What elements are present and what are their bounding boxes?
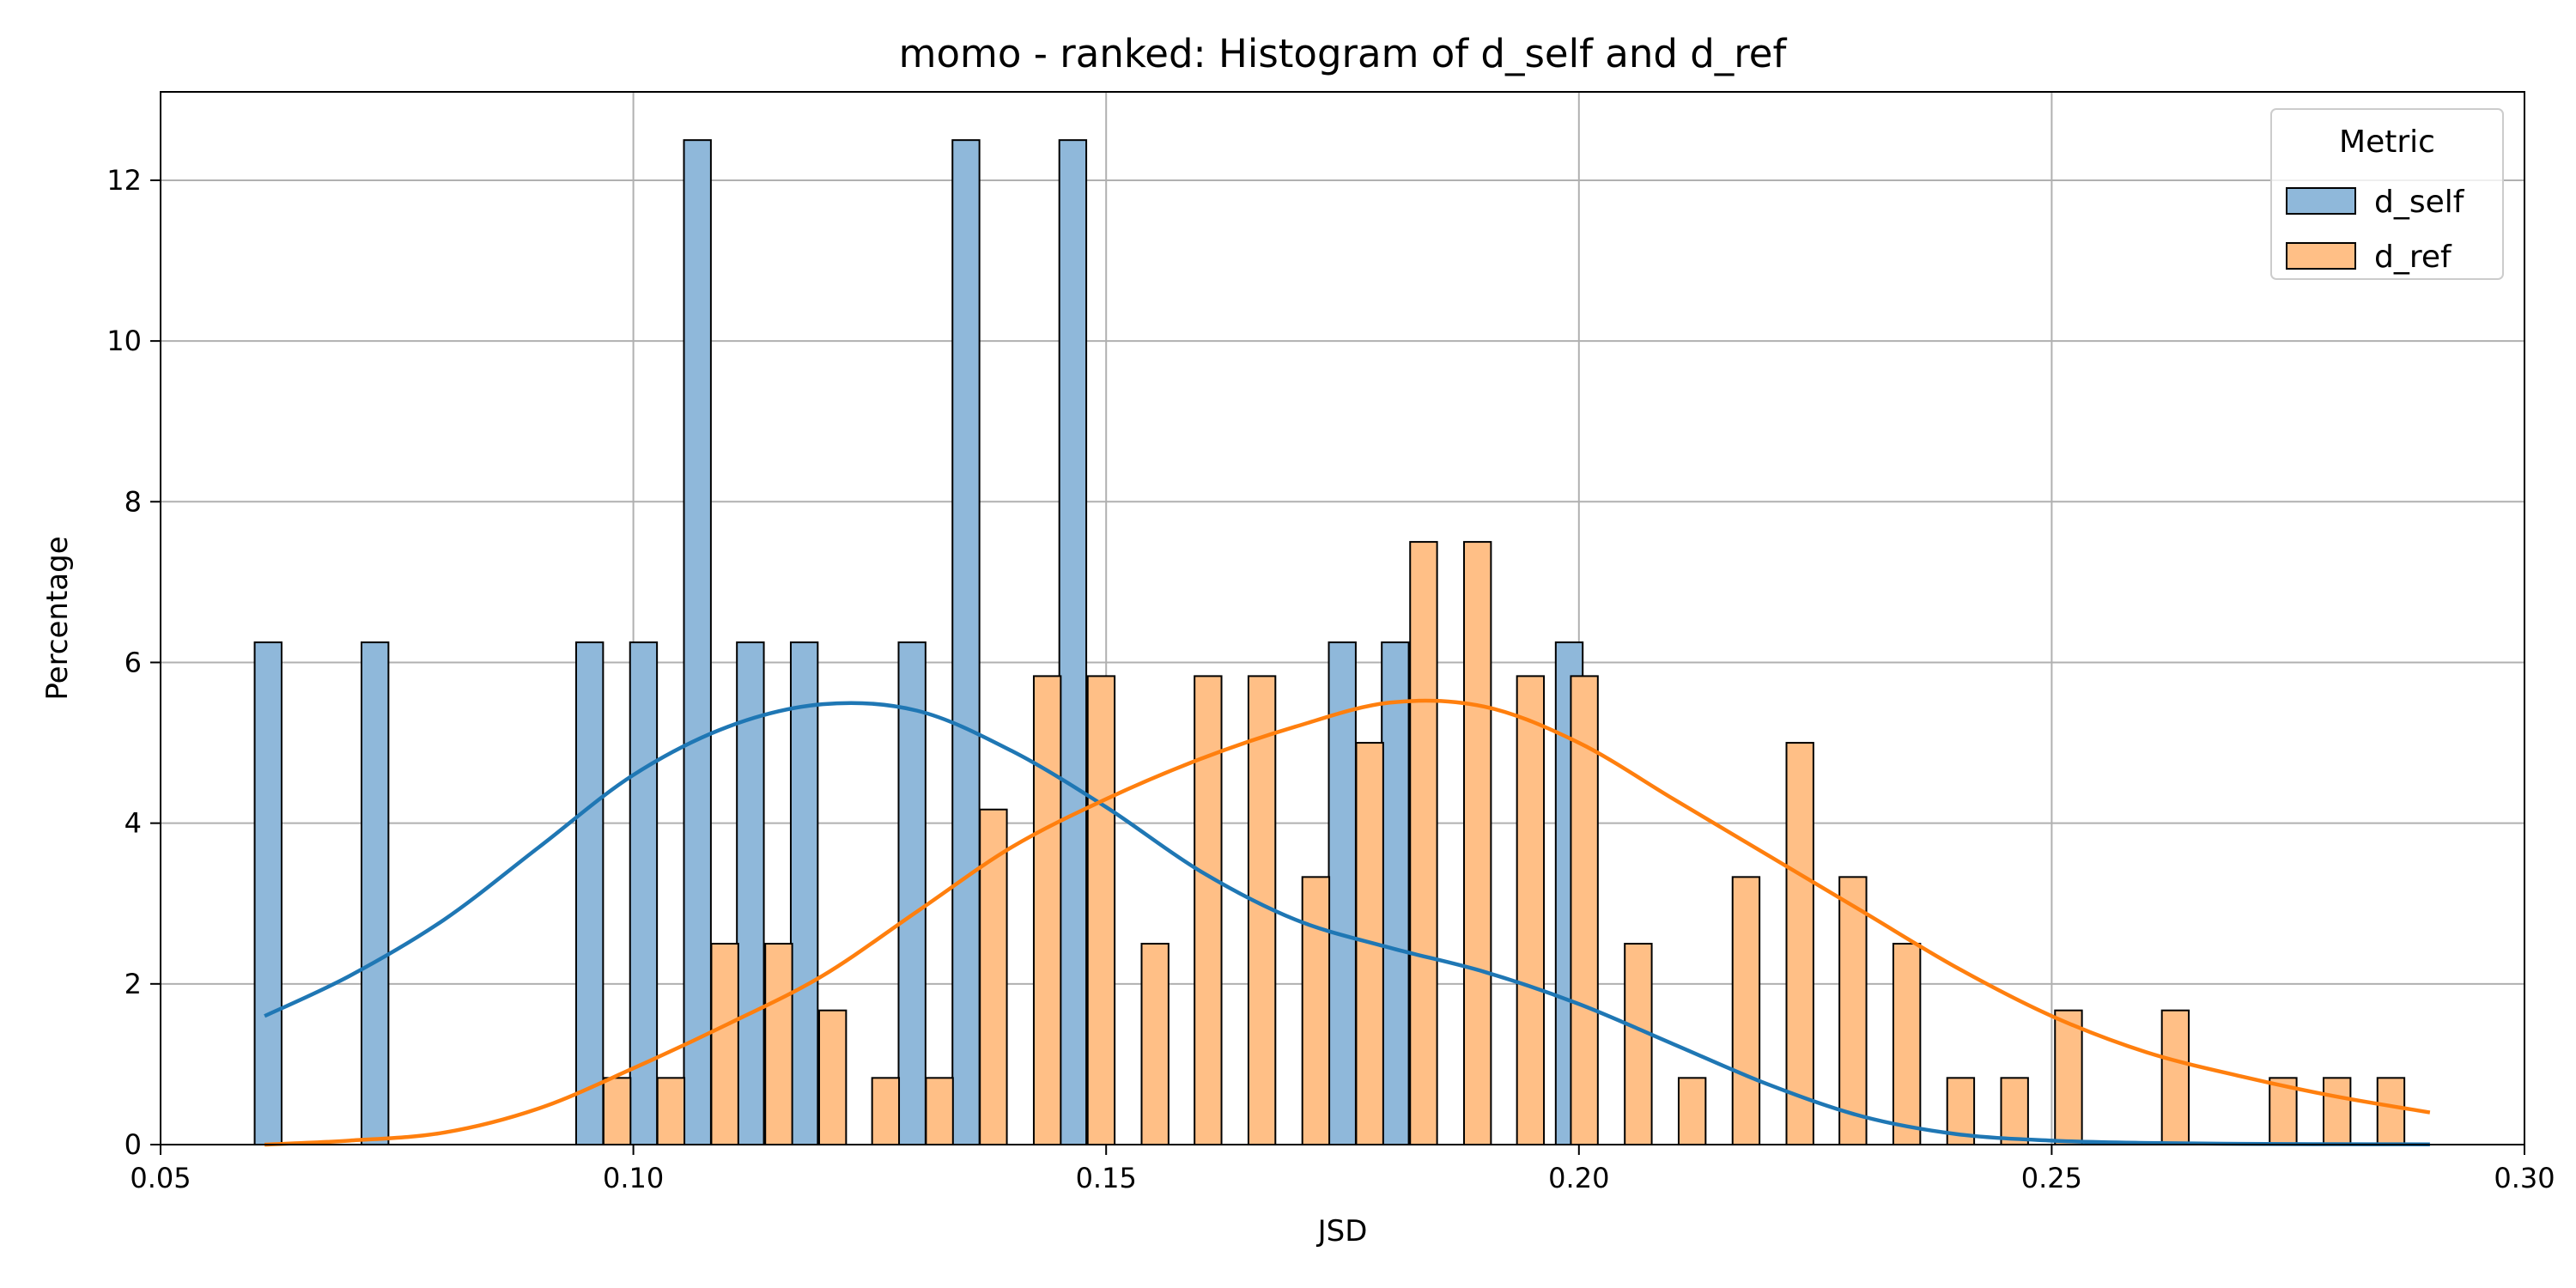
y-tick-label: 0 <box>125 1128 142 1161</box>
bar-d-ref <box>2160 1009 2190 1145</box>
x-tick-label: 0.15 <box>1076 1162 1137 1194</box>
y-tick-label: 4 <box>125 807 142 840</box>
bar-d-ref <box>656 1077 686 1146</box>
bar-d-ref <box>710 943 739 1145</box>
bar-d-ref <box>1838 876 1868 1145</box>
bar-d-ref <box>1032 675 1062 1145</box>
legend-label-d-self: d_self <box>2374 185 2465 220</box>
bar-d-self <box>1327 641 1357 1145</box>
bar-d-ref <box>1463 541 1492 1145</box>
bar-d-ref <box>1677 1077 1707 1146</box>
bar-d-ref <box>602 1077 632 1146</box>
legend: Metric d_self d_ref <box>2270 108 2504 280</box>
x-tick-label: 0.30 <box>2494 1162 2555 1194</box>
bar-d-ref <box>1731 876 1761 1145</box>
kde-line-d-self <box>264 701 2430 1146</box>
legend-swatch-d-ref <box>2286 242 2356 270</box>
bar-d-ref <box>871 1077 901 1146</box>
bar-d-ref <box>2376 1077 2406 1146</box>
y-axis-label: Percentage <box>40 536 75 700</box>
bar-d-ref <box>1086 675 1116 1145</box>
bar-d-ref <box>817 1009 848 1145</box>
kde-curves <box>264 698 2431 1147</box>
bar-d-ref <box>2322 1077 2352 1146</box>
plot-frame <box>160 91 2525 1145</box>
x-tick-label: 0.20 <box>1548 1162 1609 1194</box>
bar-d-ref <box>1301 876 1331 1145</box>
bar-d-ref <box>2000 1077 2029 1146</box>
y-tick-label: 6 <box>125 646 142 678</box>
bar-d-self <box>253 641 283 1145</box>
bar-d-self <box>897 641 927 1145</box>
bar-d-self <box>789 641 819 1145</box>
bar-d-ref <box>1140 943 1170 1145</box>
x-tick-label: 0.25 <box>2021 1162 2082 1194</box>
legend-title: Metric <box>2339 125 2435 160</box>
bar-d-ref <box>925 1077 954 1146</box>
x-tick-label: 0.10 <box>603 1162 664 1194</box>
y-tick-label: 8 <box>125 485 142 518</box>
bar-d-ref <box>1624 943 1653 1145</box>
bar-d-ref <box>979 808 1008 1146</box>
bar-d-ref <box>2054 1009 2083 1145</box>
legend-swatch-d-self <box>2286 187 2356 215</box>
bar-d-self <box>683 139 712 1145</box>
chart-title: momo - ranked: Histogram of d_self and d… <box>899 31 1788 76</box>
bar-d-self <box>574 641 605 1145</box>
bar-d-self <box>1058 139 1088 1145</box>
bar-d-self <box>1381 641 1410 1145</box>
bar-d-ref <box>764 943 793 1145</box>
x-axis-ticks: 0.05 0.10 0.15 0.20 0.25 0.30 <box>130 1145 2555 1194</box>
legend-box <box>2270 108 2504 280</box>
bar-d-ref <box>1516 675 1546 1145</box>
legend-label-d-ref: d_ref <box>2374 240 2452 275</box>
bar-d-self <box>951 139 981 1145</box>
y-tick-label: 10 <box>106 325 142 357</box>
bar-d-ref <box>1194 675 1223 1145</box>
bar-d-ref <box>1409 541 1438 1145</box>
bar-d-ref <box>1892 943 1922 1145</box>
x-axis-label: JSD <box>1316 1214 1368 1249</box>
bar-d-self <box>361 641 390 1145</box>
bar-d-ref <box>1785 742 1814 1146</box>
x-tick-label: 0.05 <box>130 1162 191 1194</box>
y-tick-label: 12 <box>106 164 142 197</box>
y-tick-label: 2 <box>125 968 142 1000</box>
y-axis-ticks: 0 2 4 6 8 10 12 <box>106 164 161 1161</box>
kde-line-d-ref <box>264 698 2431 1147</box>
